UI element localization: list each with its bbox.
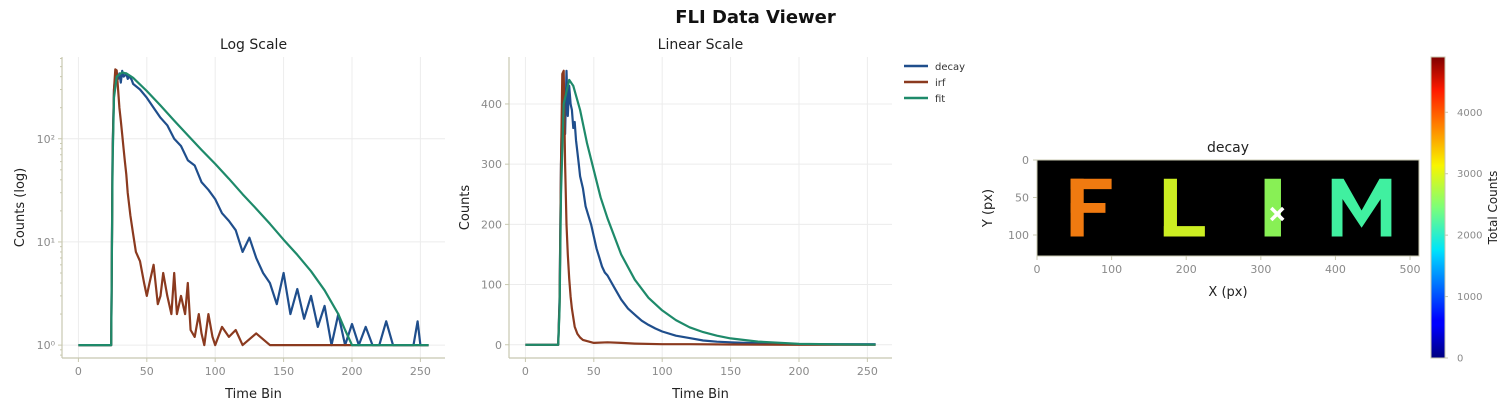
image-frame bbox=[1036, 159, 1420, 257]
irf-series-line bbox=[78, 68, 429, 347]
colorbar-tick-label: 2000 bbox=[1457, 231, 1482, 242]
y-tick-label: 100 bbox=[481, 279, 502, 292]
selected-pixel-marker bbox=[1270, 206, 1285, 222]
panel-title: Log Scale bbox=[220, 37, 287, 53]
x-tick-label: 150 bbox=[273, 365, 294, 378]
y-tick-label: 10⁰ bbox=[37, 339, 56, 352]
colorbar-tick-label: 0 bbox=[1457, 354, 1463, 365]
letter-stroke bbox=[1070, 203, 1106, 213]
x-tick-label: 0 bbox=[1034, 263, 1041, 276]
y-tick-label: 400 bbox=[481, 98, 502, 111]
panel-title: Linear Scale bbox=[658, 37, 744, 53]
x-tick-label: 300 bbox=[1250, 263, 1271, 276]
x-axis-label: X (px) bbox=[1208, 285, 1247, 300]
x-tick-label: 150 bbox=[720, 365, 741, 378]
linear-scale-panel: 0 50 100 150 200 250 0 100 200 300 400 Linear Scale… bbox=[458, 37, 892, 402]
letter-stroke bbox=[1070, 178, 1112, 190]
y-tick-label: 0 bbox=[1022, 154, 1029, 167]
x-tick-label: 100 bbox=[1101, 263, 1122, 276]
irf-series-line bbox=[525, 69, 876, 346]
x-tick-label: 200 bbox=[1176, 263, 1197, 276]
y-tick-label: 300 bbox=[481, 158, 502, 171]
x-tick-label: 250 bbox=[410, 365, 431, 378]
letter-M bbox=[1331, 178, 1392, 237]
log-scale-panel: 0 50 100 150 200 250 10⁰ 10¹ 10² Log Scale Time Bi… bbox=[13, 37, 445, 402]
x-tick-label: 50 bbox=[140, 365, 154, 378]
irf-legend-label: irf bbox=[935, 78, 946, 89]
y-tick-label: 100 bbox=[1008, 229, 1029, 242]
decay-legend-label: decay bbox=[935, 62, 965, 73]
fit-legend-label: fit bbox=[935, 94, 945, 105]
decay-series-line bbox=[525, 69, 876, 346]
x-tick-label: 0 bbox=[75, 365, 82, 378]
x-tick-label: 100 bbox=[652, 365, 673, 378]
y-axis-label: Counts bbox=[458, 185, 473, 231]
colorbar: 0 1000 2000 3000 4000 Total Counts bbox=[1430, 56, 1500, 365]
x-tick-label: 200 bbox=[341, 365, 362, 378]
x-tick-label: 250 bbox=[857, 365, 878, 378]
letter-stroke bbox=[1163, 178, 1177, 237]
y-tick-label: 10¹ bbox=[37, 236, 55, 249]
colorbar-tick-label: 4000 bbox=[1457, 108, 1482, 119]
colorbar-tick-label: 3000 bbox=[1457, 169, 1482, 180]
marker-stroke bbox=[1270, 206, 1285, 222]
x-tick-label: 100 bbox=[205, 365, 226, 378]
panel-title: decay bbox=[1207, 140, 1249, 156]
legend: decay irf fit bbox=[904, 62, 965, 105]
y-axis-label: Counts (log) bbox=[13, 168, 28, 247]
x-axis-label: Time Bin bbox=[224, 387, 282, 402]
y-axis-label: Y (px) bbox=[981, 189, 996, 228]
x-tick-label: 0 bbox=[522, 365, 529, 378]
x-tick-label: 200 bbox=[788, 365, 809, 378]
letter-stroke bbox=[1163, 226, 1205, 237]
x-tick-label: 50 bbox=[587, 365, 601, 378]
y-tick-label: 0 bbox=[495, 339, 502, 352]
letter-stroke bbox=[1331, 178, 1392, 237]
x-axis-label: Time Bin bbox=[671, 387, 729, 402]
colorbar-gradient bbox=[1430, 56, 1446, 359]
x-tick-label: 400 bbox=[1325, 263, 1346, 276]
y-tick-label: 50 bbox=[1015, 192, 1029, 205]
colorbar-tick-label: 1000 bbox=[1457, 292, 1482, 303]
decay-image-panel: 0 100 200 300 400 500 0 50 100 decay X (px) Y (px) bbox=[981, 140, 1421, 300]
fit-series-line bbox=[78, 71, 429, 347]
decay-series-line bbox=[78, 69, 429, 347]
letter-L bbox=[1163, 178, 1205, 237]
y-tick-label: 10² bbox=[37, 133, 55, 146]
letter-F bbox=[1070, 178, 1112, 237]
fit-series-line bbox=[525, 78, 876, 346]
x-tick-label: 500 bbox=[1400, 263, 1421, 276]
figure-title: FLI Data Viewer bbox=[675, 7, 836, 28]
y-tick-label: 200 bbox=[481, 218, 502, 231]
colorbar-label: Total Counts bbox=[1486, 171, 1500, 246]
